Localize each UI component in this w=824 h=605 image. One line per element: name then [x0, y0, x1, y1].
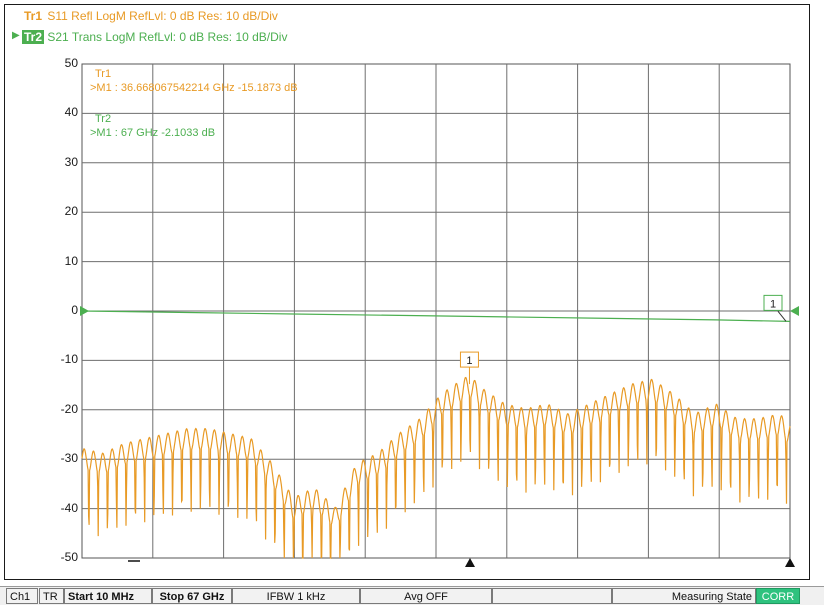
marker-table-tr2-m1: >M1 : 67 GHz -2.1033 dB: [90, 127, 215, 139]
averaging-setting[interactable]: Avg OFF: [360, 588, 492, 604]
channel-indicator[interactable]: Ch1: [6, 588, 38, 604]
marker-table-tr1-m1: >M1 : 36.668067542214 GHz -15.1873 dB: [90, 82, 298, 94]
correction-badge[interactable]: CORR: [756, 588, 800, 604]
reference-level-right-icon[interactable]: [790, 306, 799, 316]
x-marker-pointer-icon[interactable]: [785, 558, 795, 567]
measuring-state: Measuring State: [612, 588, 756, 604]
status-bar: Ch1 TR Start 10 MHz Stop 67 GHz IFBW 1 k…: [0, 586, 824, 605]
marker1-tr2-label[interactable]: 1: [770, 298, 776, 310]
x-marker-pointer-icon[interactable]: [465, 558, 475, 567]
marker1-tr1-label[interactable]: 1: [466, 355, 472, 367]
stop-frequency[interactable]: Stop 67 GHz: [152, 588, 232, 604]
marker1-tr2-stem: [778, 311, 786, 321]
marker-table-tr1-label: Tr1: [95, 68, 111, 80]
start-frequency[interactable]: Start 10 MHz: [64, 588, 152, 604]
reference-level-left-icon[interactable]: [80, 306, 89, 316]
ifbw-setting[interactable]: IFBW 1 kHz: [232, 588, 360, 604]
marker-table-tr2-label: Tr2: [95, 113, 111, 125]
status-empty-field: [492, 588, 612, 604]
trace-mode-indicator[interactable]: TR: [39, 588, 64, 604]
